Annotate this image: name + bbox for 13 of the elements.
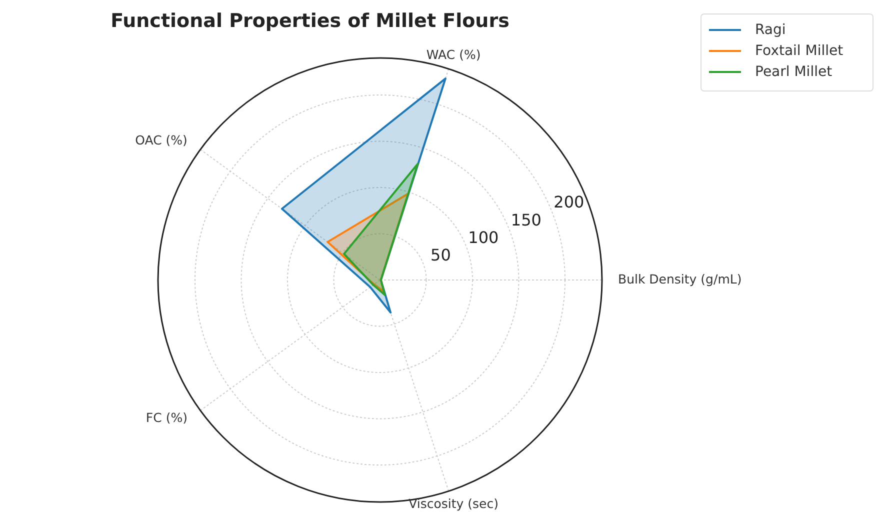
spoke-label: Bulk Density (g/mL) [618,271,742,286]
legend-label: Pearl Millet [755,64,833,80]
y-tick-label: 200 [554,192,584,212]
spoke-label: Viscosity (sec) [408,496,498,511]
chart-title: Functional Properties of Millet Flours [110,10,510,32]
spoke-label: WAC (%) [426,46,481,62]
legend-label: Foxtail Millet [755,42,844,59]
y-tick-label: 100 [468,228,499,247]
y-tick-label: 50 [430,246,451,265]
spoke-label: OAC (%) [135,132,188,148]
legend-label: Ragi [755,22,786,38]
spoke-label: FC (%) [146,410,188,426]
y-tick-label: 150 [510,210,542,230]
